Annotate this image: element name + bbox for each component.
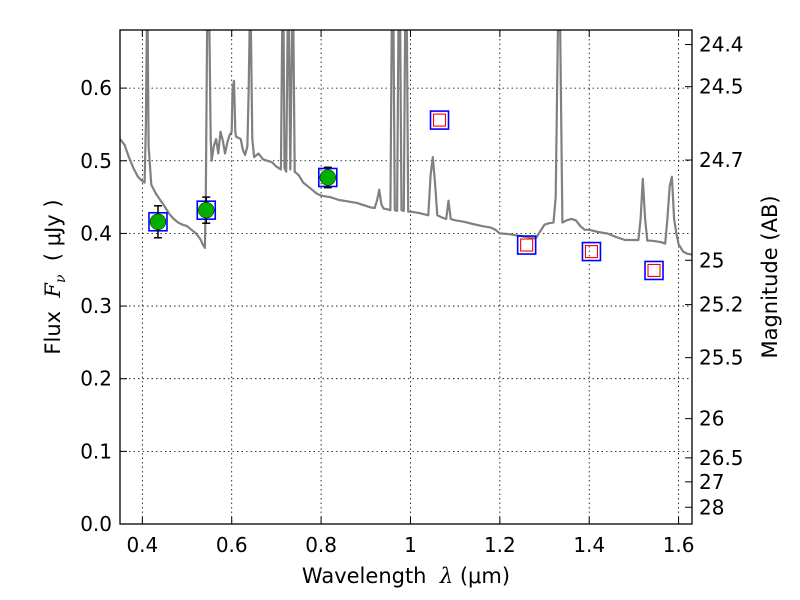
- x-tick-label: 0.6: [216, 533, 248, 557]
- y-axis-label-unit: ( μJy ): [41, 199, 65, 274]
- data-markers: [148, 110, 664, 281]
- model-spectrum-layer: [120, 30, 692, 256]
- y-axis-label: Flux Fν ( μJy ): [41, 199, 69, 354]
- y-tick-label: 0.3: [80, 294, 112, 318]
- upper-limit-square: [520, 238, 534, 252]
- x-tick-label: 0.4: [126, 533, 158, 557]
- y2-tick-label: 26.5: [699, 446, 744, 470]
- model-flux-square: [516, 235, 537, 255]
- y-axis-label-symbol: F: [41, 282, 65, 299]
- upper-limit-square: [432, 113, 447, 127]
- y2-tick-label: 27: [699, 470, 724, 494]
- model-flux-square: [581, 241, 602, 262]
- y-tick-label: 0.5: [80, 149, 112, 173]
- x-tick-label: 0.8: [305, 533, 337, 557]
- y2-tick-label: 24.7: [699, 148, 744, 172]
- x-tick-label: 1.6: [663, 533, 695, 557]
- x-axis-label-prefix: Wavelength: [302, 564, 440, 588]
- model-flux-square: [644, 260, 664, 281]
- y-tick-label: 0.6: [80, 76, 112, 100]
- y-tick-labels: 0.0 0.1 0.2 0.3 0.4 0.5 0.6: [80, 76, 112, 536]
- observed-point: [319, 169, 337, 186]
- y2-tick-label: 25.2: [699, 293, 744, 317]
- upper-limit-square: [647, 263, 661, 278]
- observed-point: [149, 213, 167, 231]
- plot-frame: [119, 29, 693, 525]
- y2-tick-label: 24.4: [699, 33, 744, 57]
- y2-axis-label: Magnitude (AB): [758, 195, 782, 358]
- upper-limit-square: [584, 245, 599, 259]
- axis-ticks: [120, 30, 692, 525]
- spectrum-line: [120, 30, 692, 256]
- x-axis-label-symbol: λ: [439, 564, 453, 588]
- y2-tick-label: 28: [699, 495, 724, 519]
- y2-tick-label: 25: [699, 248, 724, 272]
- x-axis-label: Wavelength λ (μm): [302, 564, 510, 588]
- y-tick-label: 0.1: [80, 439, 112, 463]
- y2-tick-label: 25.5: [699, 346, 744, 370]
- y2-tick-label: 24.5: [699, 75, 744, 99]
- x-axis-label-unit: (μm): [453, 564, 510, 588]
- y-tick-label: 0.4: [80, 221, 112, 245]
- y-tick-label: 0.2: [80, 367, 112, 391]
- x-tick-label: 1.2: [484, 533, 516, 557]
- y-axis-label-prefix: Flux: [41, 298, 65, 355]
- y2-tick-label: 26: [699, 407, 724, 431]
- observed-point: [197, 201, 215, 219]
- x-tick-label: 1.4: [573, 533, 605, 557]
- y-axis-label-sub: ν: [53, 274, 69, 283]
- x-tick-labels: 0.4 0.6 0.8 1 1.2 1.4 1.6: [126, 533, 694, 557]
- y-tick-label: 0.0: [80, 512, 112, 536]
- x-tick-label: 1: [404, 533, 417, 557]
- model-flux-square: [429, 110, 450, 130]
